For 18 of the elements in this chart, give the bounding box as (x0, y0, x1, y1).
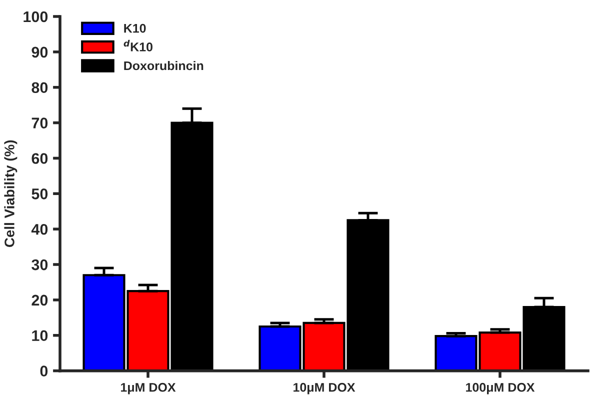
x-tick-label: 10μM DOX (294, 382, 356, 394)
y-tick-label: 50 (32, 188, 48, 200)
y-tick-label: 10 (32, 330, 48, 342)
y-tick-label: 90 (32, 46, 48, 58)
y-tick-label: 0 (40, 366, 48, 376)
y-tick-label: 30 (32, 259, 48, 270)
y-tick-label: 20 (32, 294, 48, 306)
x-tick-label: 1μM DOX (121, 382, 176, 394)
x-tick-label: 100μM DOX (466, 382, 535, 394)
y-tick-label: 70 (32, 118, 48, 128)
legend-label: $^{d}$K10 (124, 40, 152, 52)
y-axis-title: Cell Viability (%) (4, 140, 18, 247)
y-tick-label: 60 (32, 153, 48, 164)
legend-label: K10 (124, 24, 146, 33)
y-tick-label: 80 (32, 82, 48, 94)
y-tick-label: 100 (24, 11, 48, 22)
y-tick-label: 40 (31, 224, 48, 235)
legend-label: Doxorubincin (124, 60, 204, 70)
